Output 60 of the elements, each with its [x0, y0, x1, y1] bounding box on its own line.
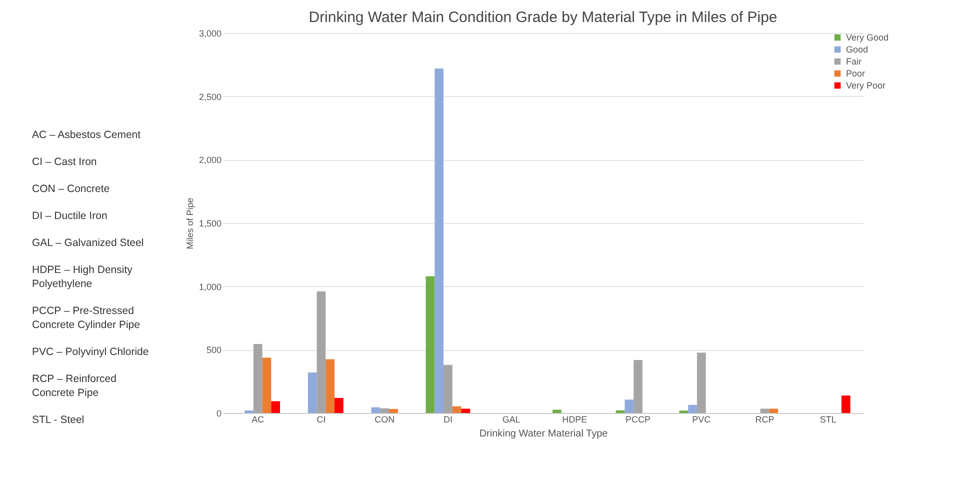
bar: [634, 360, 642, 413]
y-tick-label: 1,500: [198, 218, 222, 228]
legend-label: Very Poor: [846, 80, 886, 90]
text: HDPE – High Density Polyethylene: [32, 263, 134, 291]
bar: [769, 408, 778, 413]
x-tick-label: CI: [316, 414, 326, 424]
bar: [253, 344, 262, 413]
bar: [389, 408, 398, 413]
bar: [461, 408, 470, 413]
x-tick-label: DI: [443, 414, 452, 424]
y-tick-label: 500: [206, 345, 222, 356]
text: PCCP – Pre-Stressed Concrete Cylinder Pipe: [32, 304, 141, 332]
bar: [371, 407, 380, 413]
bar: [271, 401, 280, 413]
text: PVC – Polyvinyl Chloride: [32, 345, 150, 359]
text: STL - Steel: [32, 413, 86, 427]
text: CON – Concrete: [32, 182, 111, 196]
bar: [616, 410, 625, 413]
x-tick-label: AC: [252, 414, 265, 424]
bar: [452, 406, 462, 413]
bar: [760, 408, 770, 413]
y-tick-label: 2,500: [198, 92, 222, 102]
chart-title: Drinking Water Main Condition Grade by Material Type in Miles of Pipe: [308, 9, 778, 26]
x-tick-label: HDPE: [562, 414, 588, 424]
text: CI – Cast Iron: [32, 155, 98, 169]
x-tick-label: CON: [374, 414, 395, 424]
bar: [244, 410, 254, 413]
y-tick-label: 1,000: [198, 282, 222, 292]
bar: [316, 291, 326, 413]
bar: [380, 408, 390, 413]
legend-label: Poor: [846, 68, 866, 78]
text: DI – Ductile Iron: [32, 209, 108, 223]
text: RCP – Reinforced Concrete Pipe: [32, 372, 118, 400]
x-tick-label: GAL: [502, 414, 520, 424]
x-tick-label: STL: [820, 414, 836, 424]
y-tick-label: 3,000: [198, 28, 222, 38]
x-tick-label: RCP: [755, 414, 774, 424]
legend-label: Good: [846, 44, 868, 54]
bar: [624, 400, 634, 413]
bar: [444, 364, 452, 413]
legend-label: Fair: [846, 56, 862, 66]
y-axis-title: Miles of Pipe: [184, 198, 195, 250]
bar: [262, 358, 272, 413]
text: GAL – Galvanized Steel: [32, 236, 145, 250]
bar: [326, 359, 335, 413]
x-tick-label: PCCP: [626, 414, 651, 424]
x-axis-title: Drinking Water Material Type: [479, 428, 608, 440]
text: AC – Asbestos Cement: [32, 128, 142, 142]
legend-label: Very Good: [846, 32, 889, 42]
y-tick-label: 0: [216, 408, 222, 418]
bar: [696, 352, 706, 413]
bar: [434, 68, 444, 413]
bar: [334, 398, 344, 413]
y-tick-label: 2,000: [198, 155, 222, 166]
bar: [841, 396, 850, 413]
bar: [688, 404, 697, 413]
bar: [308, 372, 317, 413]
x-tick-label: PVC: [692, 414, 712, 424]
bar: [426, 276, 435, 413]
bar: [552, 410, 562, 413]
